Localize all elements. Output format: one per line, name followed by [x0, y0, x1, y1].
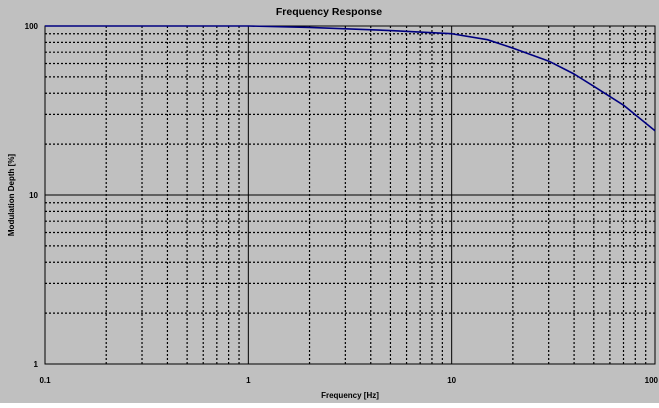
y-tick-label: 10: [29, 191, 38, 200]
y-axis-label: Modulation Depth [%]: [7, 154, 16, 237]
y-tick-label: 1: [34, 360, 39, 369]
y-tick-labels: 1 10 100: [25, 22, 39, 369]
series-line: [45, 25, 656, 132]
plot-frame: [44, 25, 656, 365]
x-tick-label: 100: [645, 376, 659, 385]
x-tick-labels: 0.1 1 10 100: [39, 376, 658, 385]
chart-title: Frequency Response: [276, 6, 382, 18]
x-tick-label: 0.1: [39, 376, 51, 385]
y-tick-label: 100: [25, 22, 39, 31]
x-axis-label: Frequency [Hz]: [321, 391, 379, 400]
x-tick-label: 1: [246, 376, 251, 385]
x-tick-label: 10: [447, 376, 456, 385]
series-layer: [45, 25, 656, 132]
